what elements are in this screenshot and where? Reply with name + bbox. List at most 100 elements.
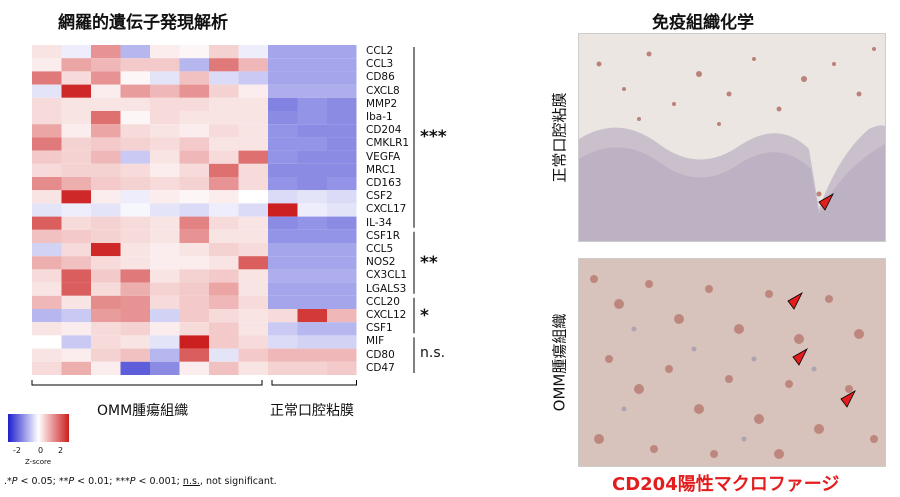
heatmap-cell xyxy=(297,322,327,336)
significance-label: * xyxy=(420,305,429,326)
heatmap-cell xyxy=(120,137,150,151)
heatmap-cell xyxy=(179,229,209,243)
heatmap-cell xyxy=(91,97,121,111)
heatmap-cell xyxy=(150,243,180,257)
heatmap-cell xyxy=(91,269,121,283)
heatmap-cell xyxy=(32,163,62,177)
heatmap-cell xyxy=(327,124,357,138)
heatmap-cell xyxy=(209,243,239,257)
heatmap-cell xyxy=(32,243,62,257)
heatmap-cell xyxy=(297,58,327,72)
ihc-arrow-marker xyxy=(818,192,834,211)
heatmap-cell xyxy=(238,71,268,85)
heatmap-cell xyxy=(297,229,327,243)
heatmap-cell xyxy=(297,243,327,257)
heatmap-cell xyxy=(120,203,150,217)
heatmap-cell xyxy=(327,177,357,191)
heatmap-cell xyxy=(268,243,298,257)
heatmap-cell xyxy=(179,322,209,336)
heatmap-cell xyxy=(238,177,268,191)
heatmap-cell xyxy=(209,322,239,336)
heatmap-cell xyxy=(91,335,121,349)
heatmap-cell xyxy=(179,150,209,164)
heatmap-cell xyxy=(179,45,209,59)
gene-label: CCL20 xyxy=(366,295,400,308)
footnote-p-symbol: P xyxy=(129,476,136,487)
heatmap-cell xyxy=(120,150,150,164)
gene-label: CD47 xyxy=(366,361,395,374)
heatmap-cell xyxy=(268,282,298,296)
ihc-arrow-marker xyxy=(792,347,808,366)
ihc-caption: CD204陽性マクロファージ xyxy=(612,474,840,495)
heatmap-cell xyxy=(120,190,150,204)
heatmap-cell xyxy=(238,58,268,72)
heatmap-cell xyxy=(61,124,91,138)
heatmap-cell xyxy=(150,229,180,243)
heatmap-cell xyxy=(268,348,298,362)
heatmap-cell xyxy=(209,256,239,270)
heatmap-cell xyxy=(91,309,121,323)
footnote-p-symbol: P xyxy=(11,476,18,487)
heatmap-cell xyxy=(327,322,357,336)
heatmap-cell xyxy=(297,309,327,323)
heatmap-cell xyxy=(297,203,327,217)
heatmap-cell xyxy=(120,111,150,125)
heatmap-cell xyxy=(179,216,209,230)
heatmap-cell xyxy=(238,348,268,362)
heatmap-cell xyxy=(209,84,239,98)
ihc-image-normal xyxy=(578,33,886,242)
heatmap-cell xyxy=(179,111,209,125)
heatmap-cell xyxy=(179,282,209,296)
heatmap-cell xyxy=(327,282,357,296)
footnote-ns: n.s. xyxy=(182,476,200,487)
heatmap-cell xyxy=(327,84,357,98)
heatmap-cell xyxy=(297,190,327,204)
gene-label: CXCL12 xyxy=(366,309,407,321)
heatmap-cell xyxy=(179,256,209,270)
heatmap-cell xyxy=(150,361,180,375)
gene-label: CCL2 xyxy=(366,45,394,57)
heatmap-cell xyxy=(209,216,239,230)
heatmap-cell xyxy=(179,177,209,191)
heatmap-cell xyxy=(61,177,91,191)
heatmap-cell xyxy=(209,282,239,296)
heatmap-cell xyxy=(150,348,180,362)
heatmap-cell xyxy=(327,71,357,85)
heatmap-cell xyxy=(32,177,62,191)
heatmap-cell xyxy=(150,45,180,59)
heatmap-cell xyxy=(238,256,268,270)
heatmap-cell xyxy=(32,295,62,309)
heatmap-cell xyxy=(150,322,180,336)
heatmap-cell xyxy=(120,282,150,296)
heatmap-cell xyxy=(209,335,239,349)
heatmap-cell xyxy=(150,203,180,217)
heatmap-cell xyxy=(297,177,327,191)
heatmap-cell xyxy=(268,111,298,125)
heatmap-cell xyxy=(268,45,298,59)
ihc-image-omm xyxy=(578,258,886,467)
heatmap-cell xyxy=(179,71,209,85)
heatmap-cell xyxy=(32,269,62,283)
heatmap-cell xyxy=(268,295,298,309)
heatmap-cell xyxy=(150,295,180,309)
heatmap-cell xyxy=(297,84,327,98)
heatmap-cell xyxy=(61,322,91,336)
gene-label: CSF1 xyxy=(366,322,393,335)
heatmap-cell xyxy=(150,137,180,151)
heatmap-cell xyxy=(91,124,121,138)
heatmap-cell xyxy=(150,150,180,164)
gene-label: MIF xyxy=(366,335,385,348)
heatmap-cell xyxy=(327,256,357,270)
heatmap-cell xyxy=(120,256,150,270)
heatmap-cell xyxy=(297,256,327,270)
heatmap-cell xyxy=(297,295,327,309)
heatmap-cell xyxy=(150,97,180,111)
heatmap-cell xyxy=(32,203,62,217)
heatmap-cell xyxy=(209,163,239,177)
heatmap-cell xyxy=(61,282,91,296)
heatmap-cell xyxy=(150,177,180,191)
heatmap-cell xyxy=(209,150,239,164)
heatmap-cell xyxy=(297,348,327,362)
heatmap-cell xyxy=(120,309,150,323)
heatmap-cell xyxy=(327,361,357,375)
